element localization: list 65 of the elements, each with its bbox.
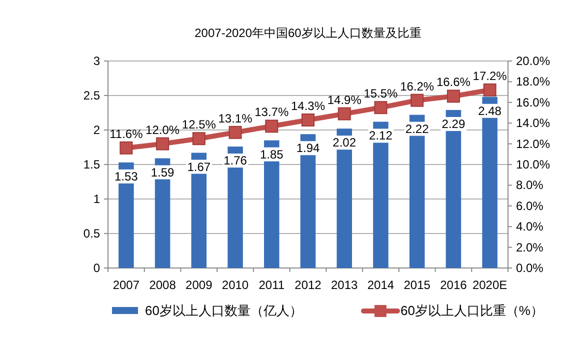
- chart-title: 2007-2020年中国60岁以上人口数量及比重: [194, 26, 422, 40]
- data-label: 12.0%: [146, 122, 180, 137]
- y2-tick-label: 6.0%: [516, 198, 544, 213]
- y2-tick-label: 12.0%: [516, 136, 550, 151]
- legend-label: 60岁以上人口数量（亿人）: [145, 303, 302, 318]
- y2-tick-label: 16.0%: [516, 95, 550, 110]
- data-label: 2.48: [478, 104, 502, 118]
- point: [410, 94, 424, 107]
- y2-tick-label: 14.0%: [516, 116, 550, 130]
- legend-label: 60岁以上人口比重（%）: [400, 303, 544, 318]
- y-tick-label: 3: [93, 54, 100, 68]
- data-label: 16.2%: [400, 79, 434, 94]
- point: [302, 113, 314, 126]
- x-tick-label: 2009: [186, 278, 213, 292]
- data-label: 1.94: [296, 141, 320, 156]
- data-label: 12.5%: [182, 118, 216, 132]
- point: [120, 141, 133, 154]
- data-label: 17.2%: [472, 68, 508, 83]
- x-tick-label: 2014: [367, 278, 394, 292]
- data-label: 14.3%: [290, 98, 326, 113]
- data-label: 1.67: [187, 160, 211, 174]
- point: [446, 90, 460, 103]
- y2-tick-label: 0.0%: [516, 261, 544, 275]
- x-tick-label: 2007: [112, 278, 140, 292]
- data-label: 13.1%: [218, 111, 253, 126]
- data-label: 1.85: [260, 147, 284, 162]
- y2-tick-label: 18.0%: [516, 74, 550, 89]
- y2-tick-label: 8.0%: [516, 178, 544, 192]
- data-label: 1.53: [114, 169, 138, 184]
- point: [265, 120, 278, 133]
- x-tick-label: 2008: [149, 278, 176, 292]
- data-label: 16.6%: [436, 75, 471, 90]
- y2-tick-label: 2.0%: [516, 240, 544, 254]
- point: [192, 132, 206, 146]
- y-tick-label: 1.5: [83, 158, 100, 172]
- data-label: 15.5%: [364, 86, 398, 101]
- point: [228, 126, 242, 139]
- y-tick-label: 1: [93, 192, 100, 206]
- y-tick-label: 2: [93, 123, 100, 137]
- x-tick-label: 2013: [331, 278, 358, 292]
- data-label: 2.12: [369, 128, 393, 143]
- x-tick-label: 2015: [404, 278, 431, 292]
- data-label: 2.02: [332, 136, 356, 150]
- x-tick-label: 2011: [258, 278, 285, 292]
- y-tick-label: 0.5: [83, 226, 100, 240]
- x-tick-label: 2016: [440, 278, 468, 292]
- data-label: 1.76: [224, 154, 248, 168]
- point: [156, 137, 170, 150]
- x-tick-label: 2020E: [472, 278, 508, 292]
- data-label: 11.6%: [110, 126, 144, 141]
- point: [374, 101, 388, 114]
- y-tick-label: 0: [93, 261, 100, 275]
- data-label: 2.29: [442, 116, 466, 131]
- point: [483, 83, 496, 96]
- data-label: 13.7%: [254, 105, 289, 120]
- point: [338, 107, 351, 120]
- data-label: 1.59: [150, 165, 175, 180]
- data-label: 2.22: [405, 122, 430, 136]
- x-tick-label: 2012: [294, 278, 322, 292]
- y2-tick-label: 10.0%: [516, 158, 550, 172]
- y2-tick-label: 20.0%: [516, 54, 550, 68]
- x-tick-label: 2010: [222, 278, 249, 292]
- y2-tick-label: 4.0%: [516, 220, 544, 234]
- y-tick-label: 2.5: [83, 88, 100, 102]
- data-label: 14.9%: [327, 92, 362, 107]
